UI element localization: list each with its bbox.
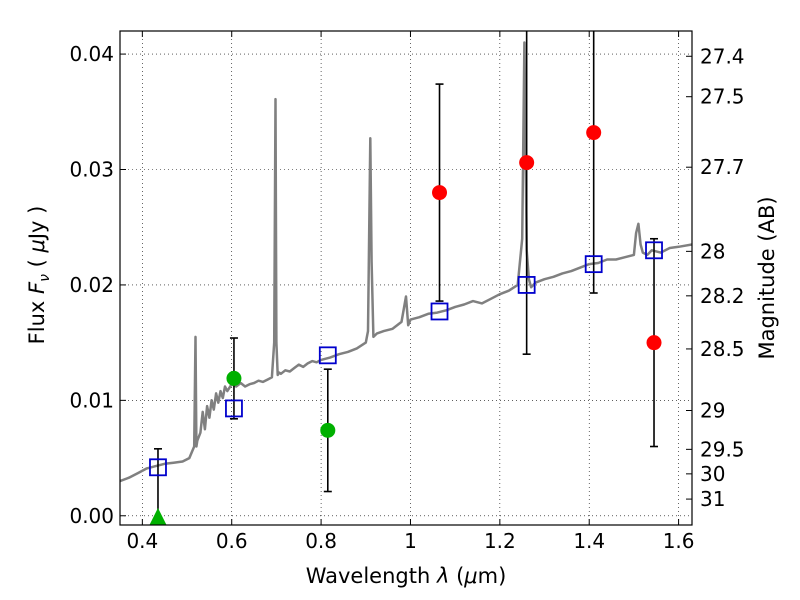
error-bars-layer <box>153 31 659 525</box>
y-tick-label: 0.04 <box>69 42 114 66</box>
x-tick-label: 1 <box>404 529 417 553</box>
x-tick-label: 1.4 <box>573 529 605 553</box>
model-spectrum-line <box>120 41 692 483</box>
model-spectrum-layer <box>120 41 692 483</box>
model-photometry-square <box>584 255 603 274</box>
y2-tick-label: 28 <box>700 239 725 263</box>
y-axis-label: Flux Fν ( μJy ) <box>25 206 53 345</box>
data-point-circle <box>320 422 336 438</box>
y2-tick-label: 29 <box>700 399 725 423</box>
x-tick-label: 0.4 <box>126 529 158 553</box>
y2-tick-label: 31 <box>700 487 725 511</box>
plot-frame <box>119 30 693 526</box>
data-point-circle <box>646 335 662 351</box>
y2-tick-label: 28.2 <box>700 284 745 308</box>
x-tick-label: 0.6 <box>216 529 248 553</box>
x-tick-label: 1.6 <box>663 529 695 553</box>
upper-limit-triangle <box>149 507 167 525</box>
y2-tick-label: 27.7 <box>700 155 745 179</box>
model-photometry-square <box>318 346 337 365</box>
y2-tick-label: 27.4 <box>700 44 745 68</box>
grid-lines <box>120 31 692 525</box>
model-photometry-square <box>225 399 243 418</box>
y-tick-label: 0.01 <box>69 388 114 412</box>
tick-labels: 0.4 0.6 0.8 1 1.2 1.4 1.6 0.00 0.01 0.02 0.03 0.04 2… <box>69 42 744 553</box>
model-photometry-square <box>517 276 536 294</box>
model-photometry-square <box>149 458 167 477</box>
y-tick-label: 0.02 <box>69 273 114 297</box>
model-photometry-square <box>430 302 449 321</box>
y2-tick-label: 27.5 <box>700 85 745 109</box>
y-tick-label: 0.03 <box>69 158 114 182</box>
axis-ticks <box>120 31 692 525</box>
markers-layer <box>149 125 663 525</box>
x-tick-label: 0.8 <box>305 529 337 553</box>
x-tick-label: 1.2 <box>484 529 516 553</box>
y2-tick-label: 28.5 <box>700 337 745 361</box>
x-axis-label: Wavelength λ (μm) <box>306 564 507 588</box>
y-tick-label: 0.00 <box>69 504 114 528</box>
data-point-circle <box>519 155 535 171</box>
model-photometry-square <box>645 241 663 260</box>
data-point-circle <box>586 125 602 141</box>
y2-axis-label: Magnitude (AB) <box>755 196 779 359</box>
y2-tick-label: 29.5 <box>700 437 745 461</box>
y2-tick-label: 30 <box>700 462 725 486</box>
data-point-circle <box>432 185 448 201</box>
data-point-circle <box>226 370 242 386</box>
